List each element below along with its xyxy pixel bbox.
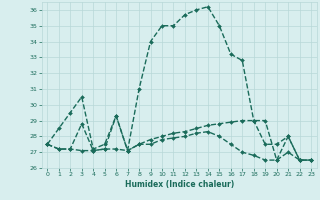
X-axis label: Humidex (Indice chaleur): Humidex (Indice chaleur) [124, 180, 234, 189]
